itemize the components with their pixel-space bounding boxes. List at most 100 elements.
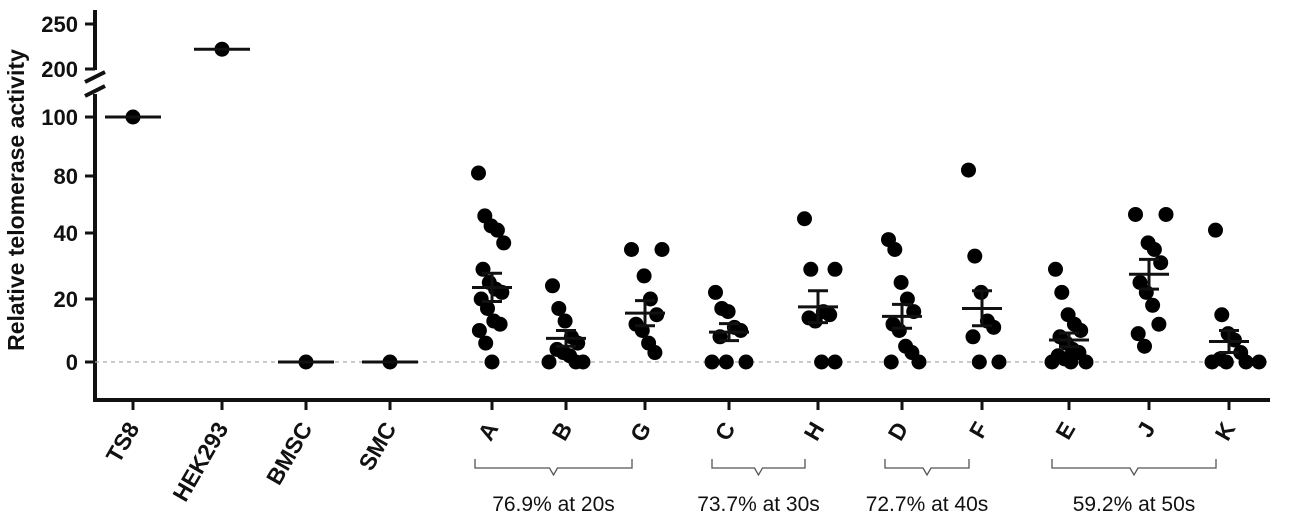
group-label: 76.9% at 20s xyxy=(492,493,615,516)
data-point xyxy=(636,268,652,284)
y-tick-label: 0 xyxy=(66,350,78,375)
data-point xyxy=(557,313,573,329)
group-label: 73.7% at 30s xyxy=(697,493,820,516)
data-point xyxy=(1208,222,1223,238)
data-point xyxy=(708,284,723,300)
data-point xyxy=(1063,354,1079,370)
data-point xyxy=(654,242,670,257)
data-point xyxy=(1137,338,1152,354)
data-point xyxy=(575,354,591,370)
axes: 0 20 40 80 100 200 250 xyxy=(41,10,1270,410)
data-point xyxy=(971,354,987,370)
category-label: K xyxy=(1210,417,1241,445)
data-point xyxy=(827,261,843,277)
group-bracket xyxy=(884,459,970,477)
data-point xyxy=(986,319,1002,335)
data-point xyxy=(1146,242,1162,257)
data-point xyxy=(738,354,754,370)
data-point xyxy=(1204,354,1220,370)
category-label: SMC xyxy=(353,418,401,475)
data-point xyxy=(807,313,823,329)
data-point xyxy=(484,354,500,370)
data-point xyxy=(545,278,560,294)
data-point xyxy=(541,354,557,370)
data-point xyxy=(911,354,927,370)
data-point xyxy=(647,345,663,361)
data-point xyxy=(893,275,909,290)
data-point xyxy=(991,354,1007,370)
data-point xyxy=(478,335,494,351)
data-point xyxy=(718,354,734,370)
data-point xyxy=(480,300,495,316)
category-label: D xyxy=(883,418,914,445)
category-label: HEK293 xyxy=(167,418,233,506)
group-bracket xyxy=(711,459,806,477)
category-label: TS8 xyxy=(101,417,145,467)
data-point xyxy=(797,211,812,227)
data-point xyxy=(1128,206,1143,222)
data-point xyxy=(471,165,486,181)
data-point xyxy=(1238,354,1254,370)
data-point xyxy=(492,316,508,332)
data-point xyxy=(887,242,903,257)
data-point xyxy=(1054,284,1070,300)
group-label: 72.7% at 40s xyxy=(866,493,989,516)
data-point xyxy=(1138,284,1154,300)
data-point xyxy=(1218,354,1234,370)
y-tick-label: 200 xyxy=(41,57,78,82)
data-point xyxy=(704,354,720,370)
y-tick-label: 100 xyxy=(41,105,78,130)
data-point xyxy=(814,354,830,370)
data-point xyxy=(967,248,983,264)
data-point xyxy=(733,323,749,338)
data-point xyxy=(891,323,907,338)
y-tick-label: 20 xyxy=(54,287,78,312)
category-labels: TS8 HEK293 BMSC SMC A B G C H D F E J K xyxy=(101,417,1241,506)
data-point xyxy=(1214,307,1230,323)
y-tick-label: 250 xyxy=(41,12,78,37)
data-point xyxy=(624,242,639,257)
data-point xyxy=(1226,332,1242,348)
category-label: B xyxy=(547,418,578,445)
data-point xyxy=(1158,206,1174,222)
data-point xyxy=(1153,255,1169,271)
category-label: H xyxy=(799,418,830,445)
data-point xyxy=(496,235,512,251)
data-point xyxy=(649,307,665,323)
group-label: 59.2% at 50s xyxy=(1073,493,1196,516)
group-brackets: 76.9% at 20s 73.7% at 30s 72.7% at 40s 59.2… xyxy=(474,459,1217,516)
data-point xyxy=(1078,354,1094,370)
data-point xyxy=(1130,326,1146,342)
data-point xyxy=(1044,354,1060,370)
data-point xyxy=(961,162,976,178)
data-point xyxy=(965,329,981,345)
data-point xyxy=(883,354,899,370)
category-label: J xyxy=(1131,418,1160,442)
data-marks xyxy=(105,41,1267,370)
category-label: G xyxy=(625,418,656,446)
data-point xyxy=(471,323,487,338)
group-bracket xyxy=(1051,459,1217,477)
y-tick-label: 80 xyxy=(54,164,78,189)
data-point xyxy=(720,304,736,320)
data-point xyxy=(899,291,915,307)
category-label: BMSC xyxy=(261,418,317,490)
data-point xyxy=(1151,316,1167,332)
data-point xyxy=(1145,297,1161,313)
category-label: F xyxy=(964,418,994,443)
y-tick-label: 40 xyxy=(54,221,78,246)
group-bracket xyxy=(474,459,633,477)
y-axis-label: Relative telomerase activity xyxy=(3,49,29,351)
axis-break-mark xyxy=(84,70,106,84)
axis-break-mark xyxy=(84,84,106,98)
data-point xyxy=(822,307,838,323)
data-point xyxy=(489,222,505,238)
category-label: C xyxy=(710,418,741,445)
data-point xyxy=(827,354,843,370)
category-label: E xyxy=(1050,418,1080,444)
data-point xyxy=(642,291,658,307)
data-point xyxy=(803,261,819,277)
data-point xyxy=(551,300,567,316)
data-point xyxy=(1073,323,1089,338)
